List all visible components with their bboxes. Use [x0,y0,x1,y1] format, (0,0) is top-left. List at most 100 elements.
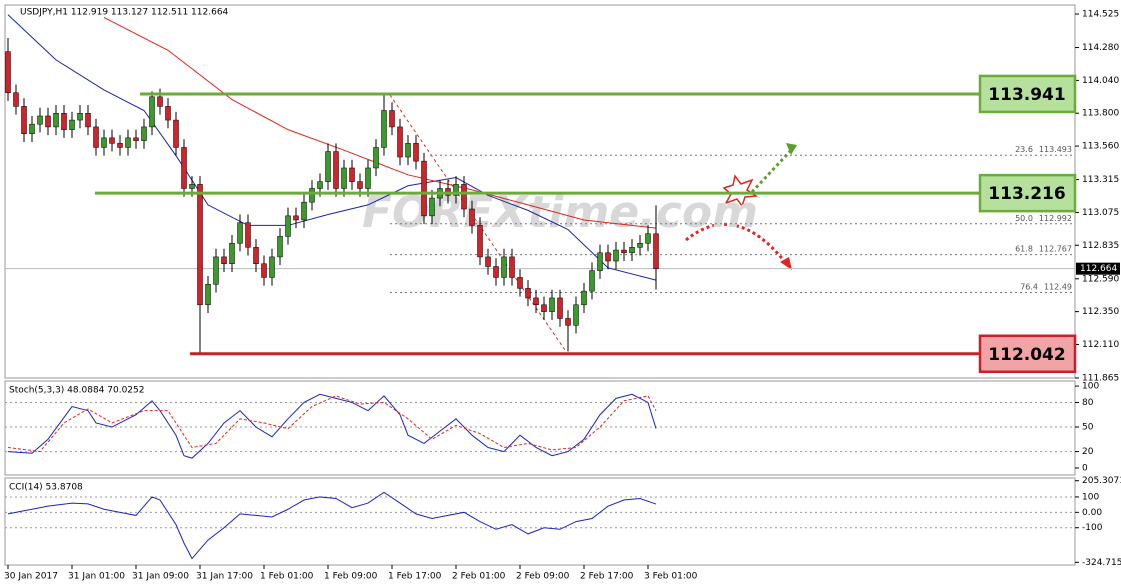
y-tick-label: 112.590 [1082,274,1119,284]
fib-ratio: 23.6 [1015,145,1033,154]
candle-body [501,256,507,278]
candle-body [605,252,611,262]
candle-body [357,181,363,189]
x-tick-label: 30 Jan 2017 [4,572,58,582]
candle-body [157,96,163,107]
y-tick-label: 114.280 [1082,43,1119,53]
y-tick-label: -324.7154 [1082,558,1121,568]
candle-body [61,112,67,130]
candle-body [109,137,115,144]
candle-body [77,112,83,121]
x-tick-label: 1 Feb 17:00 [388,572,442,582]
y-tick-label: 113.315 [1082,175,1119,185]
candle-body [541,304,547,312]
candle-body [93,126,99,148]
candle-body [429,197,435,217]
candle-body [277,236,283,258]
up-arrow [750,144,797,194]
candle-body [85,112,91,128]
candle-body [261,263,267,278]
fib-value: 112.992 [1039,213,1072,222]
fib-label: 23.6 113.493 [1015,145,1072,154]
fib-value: 112.49 [1044,282,1072,291]
candle-body [117,143,123,148]
level-box [978,173,1077,213]
candle-body [573,304,579,326]
candle-body [333,151,339,189]
y-tick-label: -100 [1082,523,1103,533]
last-price-box [1076,262,1120,275]
x-tick-label: 2 Feb 09:00 [516,572,570,582]
fib-label: 76.4 112.49 [1020,282,1072,291]
up-arrow-head [786,143,797,155]
candle-body [589,270,595,292]
candle-body [149,96,155,128]
watermark: FOREXtime.com [362,187,758,238]
y-tick-label: 113.075 [1082,208,1119,218]
x-tick-label: 3 Feb 01:00 [644,572,698,582]
y-tick-label: 100 [1082,382,1099,392]
indicator-line [7,395,657,453]
y-tick-label: 0.00 [1082,508,1102,518]
y-tick-label: 112.835 [1082,241,1119,251]
candle-body [221,256,227,264]
x-tick-label: 31 Jan 17:00 [196,572,253,582]
x-tick-label: 2 Feb 17:00 [580,572,634,582]
candle-body [125,137,131,148]
candle-body [549,297,555,312]
candle-body [237,222,243,244]
candle-body [349,167,355,182]
candle-body [317,181,323,189]
indicator-line [7,14,657,281]
candle-body [517,277,523,289]
candle-body [325,151,331,182]
level-label: 112.042 [988,345,1065,365]
candle-body [301,201,307,221]
candle-body [181,147,187,189]
candle-body [421,160,427,217]
x-tick-label: 1 Feb 01:00 [260,572,314,582]
candle-body [141,126,147,141]
candle-body [133,137,139,141]
last-price-label: 112.664 [1080,264,1117,274]
candle-body [621,249,627,254]
candle-body [213,256,219,285]
candle-body [469,208,475,226]
candle-body [197,184,203,306]
x-tick-label: 31 Jan 09:00 [132,572,189,582]
candle-body [173,119,179,148]
candle-body [229,242,235,264]
candle-body [405,143,411,158]
candle-body [373,147,379,169]
fib-ratio: 61.8 [1015,244,1033,253]
candle-body [53,112,59,128]
stoch-panel [4,380,1076,476]
candle-body [293,215,299,221]
candle-body [597,252,603,271]
candle-body [205,284,211,306]
candle-body [45,115,51,128]
candle-body [381,110,387,148]
y-tick-label: 114.040 [1082,76,1119,86]
level-box [978,74,1077,114]
y-tick-label: 100 [1082,492,1099,502]
candle-body [245,222,251,248]
level-label: 113.941 [988,85,1065,105]
candle-body [365,167,371,189]
x-tick-label: 31 Jan 01:00 [68,572,125,582]
fib-ratio: 50.0 [1015,213,1033,222]
fib-ratio: 76.4 [1020,282,1038,291]
breakout-star [722,174,759,208]
candle-body [637,242,643,248]
candle-body [21,106,27,135]
down-arrow-head [780,257,792,270]
candle-body [69,119,75,130]
candle-body [269,256,275,278]
candle-body [453,184,459,196]
candle-body [341,167,347,189]
fib-label: 61.8 112.767 [1015,244,1072,253]
fib-value: 113.493 [1039,145,1072,154]
candle-body [389,110,395,128]
y-tick-label: 20 [1082,447,1094,457]
